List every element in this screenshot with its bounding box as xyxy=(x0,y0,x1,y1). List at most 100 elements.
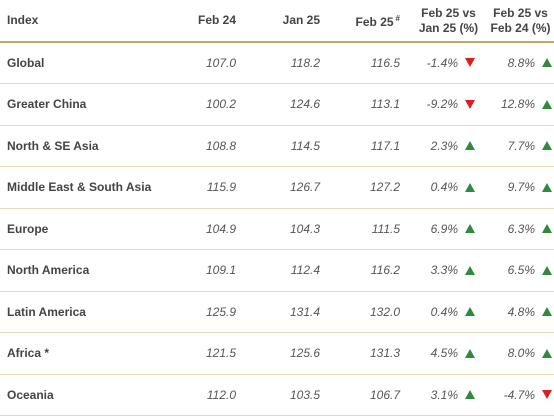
triangle-down-icon xyxy=(542,390,552,400)
triangle-up-icon xyxy=(542,141,552,151)
header-feb25: Feb 25 # xyxy=(330,0,410,43)
region-name: Greater China xyxy=(0,83,162,126)
change-mom: 4.5% xyxy=(410,332,483,375)
change-mom: 3.3% xyxy=(410,249,483,292)
triangle-up-icon xyxy=(465,141,475,151)
change-yoy-value: 6.5% xyxy=(507,263,535,278)
value-feb25: 113.1 xyxy=(330,83,410,126)
change-yoy-value: 8.0% xyxy=(507,346,535,361)
change-mom-value: -1.4% xyxy=(426,56,458,70)
table-body: Global 107.0 118.2 116.5 -1.4% 8.8% Grea… xyxy=(0,42,554,416)
triangle-up-icon xyxy=(542,99,552,109)
value-feb24: 115.9 xyxy=(162,166,246,209)
value-feb25: 116.5 xyxy=(330,42,410,84)
change-mom-value: 0.4% xyxy=(430,180,458,195)
triangle-up-icon xyxy=(465,390,475,400)
table-header-row: Index Feb 24 Jan 25 Feb 25 # Feb 25 vs Jan… xyxy=(0,0,554,43)
change-yoy-value: 12.8% xyxy=(500,97,535,112)
change-yoy-value: 7.7% xyxy=(507,138,535,153)
value-jan25: 103.5 xyxy=(246,374,330,416)
region-name: Latin America xyxy=(0,291,162,333)
header-feb25-note: # xyxy=(395,14,400,23)
table-row: Latin America 125.9 131.4 132.0 0.4% 4.8… xyxy=(0,291,554,333)
change-yoy: 12.8% xyxy=(483,83,554,126)
header-mom-line2: Jan 25 (%) xyxy=(418,20,479,35)
region-name: North America xyxy=(0,249,162,292)
change-yoy-value: 6.3% xyxy=(507,221,535,236)
triangle-up-icon xyxy=(542,58,552,68)
value-feb25: 111.5 xyxy=(330,208,410,250)
change-mom-value: 6.9% xyxy=(430,221,458,236)
value-feb25: 106.7 xyxy=(330,374,410,416)
table-row: Oceania 112.0 103.5 106.7 3.1% -4.7% xyxy=(0,374,554,416)
change-mom-value: 0.4% xyxy=(430,304,458,319)
table-row: Middle East & South Asia 115.9 126.7 127… xyxy=(0,166,554,209)
change-yoy: 8.0% xyxy=(483,332,554,375)
value-feb24: 107.0 xyxy=(162,42,246,84)
table-row: Africa * 121.5 125.6 131.3 4.5% 8.0% xyxy=(0,332,554,375)
region-name: Europe xyxy=(0,208,162,250)
change-mom-value: 4.5% xyxy=(430,346,458,361)
triangle-up-icon xyxy=(465,348,475,358)
change-mom: 0.4% xyxy=(410,291,483,333)
value-jan25: 112.4 xyxy=(246,249,330,292)
header-index: Index xyxy=(0,0,162,43)
value-feb24: 109.1 xyxy=(162,249,246,292)
change-yoy: 8.8% xyxy=(483,42,554,84)
change-yoy-value: 4.8% xyxy=(507,304,535,319)
change-mom: 0.4% xyxy=(410,166,483,209)
value-feb24: 100.2 xyxy=(162,83,246,126)
value-jan25: 124.6 xyxy=(246,83,330,126)
triangle-up-icon xyxy=(465,265,475,275)
value-feb24: 104.9 xyxy=(162,208,246,250)
header-yoy-change: Feb 25 vs Feb 24 (%) xyxy=(483,0,554,43)
header-yoy-line2: Feb 24 (%) xyxy=(490,20,551,35)
triangle-up-icon xyxy=(542,224,552,234)
table-row: North & SE Asia 108.8 114.5 117.1 2.3% 7… xyxy=(0,125,554,167)
header-jan25: Jan 25 xyxy=(246,0,330,43)
change-mom-value: 3.1% xyxy=(430,387,458,402)
change-yoy: 6.5% xyxy=(483,249,554,292)
change-mom-value: 3.3% xyxy=(430,263,458,278)
change-mom: -1.4% xyxy=(410,42,483,84)
value-jan25: 126.7 xyxy=(246,166,330,209)
change-yoy: -4.7% xyxy=(483,374,554,416)
table-row: Europe 104.9 104.3 111.5 6.9% 6.3% xyxy=(0,208,554,250)
change-mom: 6.9% xyxy=(410,208,483,250)
value-jan25: 118.2 xyxy=(246,42,330,84)
change-yoy-value: 9.7% xyxy=(507,180,535,195)
change-yoy: 7.7% xyxy=(483,125,554,167)
change-yoy: 9.7% xyxy=(483,166,554,209)
region-name: North & SE Asia xyxy=(0,125,162,167)
triangle-down-icon xyxy=(465,58,475,68)
value-jan25: 114.5 xyxy=(246,125,330,167)
header-feb24: Feb 24 xyxy=(162,0,246,43)
value-feb25: 131.3 xyxy=(330,332,410,375)
value-jan25: 104.3 xyxy=(246,208,330,250)
header-feb25-label: Feb 25 xyxy=(355,15,394,29)
change-yoy-value: -4.7% xyxy=(503,387,535,402)
value-feb25: 132.0 xyxy=(330,291,410,333)
triangle-up-icon xyxy=(542,348,552,358)
value-feb25: 117.1 xyxy=(330,125,410,167)
change-mom: 2.3% xyxy=(410,125,483,167)
region-name: Oceania xyxy=(0,374,162,416)
value-feb24: 108.8 xyxy=(162,125,246,167)
region-name: Africa * xyxy=(0,332,162,375)
header-yoy-line1: Feb 25 vs xyxy=(493,5,548,20)
triangle-up-icon xyxy=(465,224,475,234)
triangle-up-icon xyxy=(542,182,552,192)
value-feb24: 121.5 xyxy=(162,332,246,375)
table-row: Greater China 100.2 124.6 113.1 -9.2% 12… xyxy=(0,83,554,126)
triangle-down-icon xyxy=(465,99,475,109)
table-row: Global 107.0 118.2 116.5 -1.4% 8.8% xyxy=(0,42,554,84)
header-mom-line1: Feb 25 vs xyxy=(421,5,476,20)
change-yoy: 4.8% xyxy=(483,291,554,333)
triangle-up-icon xyxy=(465,182,475,192)
value-jan25: 125.6 xyxy=(246,332,330,375)
change-mom: 3.1% xyxy=(410,374,483,416)
triangle-up-icon xyxy=(542,265,552,275)
change-mom: -9.2% xyxy=(410,83,483,126)
triangle-up-icon xyxy=(465,307,475,317)
value-feb25: 116.2 xyxy=(330,249,410,292)
